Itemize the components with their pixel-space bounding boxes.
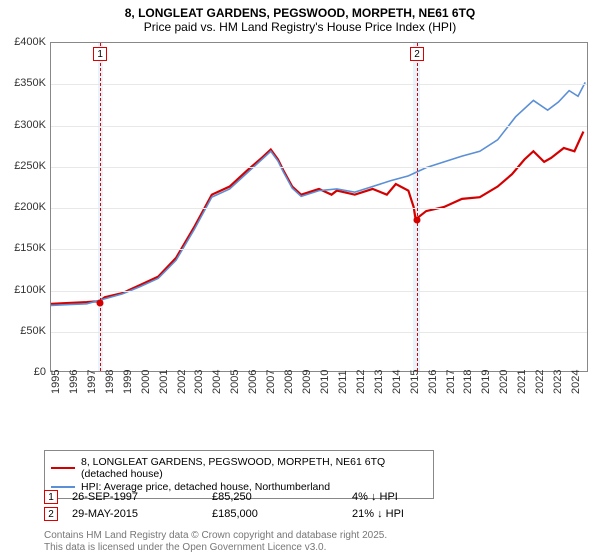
x-tick-label: 2024 [570,370,582,394]
sales-table: 1 26-SEP-1997£85,2504% ↓ HPI 2 29-MAY-2015£… [44,490,492,524]
sale-vline [417,43,418,371]
x-tick-label: 2003 [193,370,205,394]
y-tick-label: £150K [0,242,46,254]
x-tick-label: 2021 [516,370,528,394]
sale-price: £185,000 [212,508,352,520]
x-tick-label: 2019 [480,370,492,394]
sale-row-marker: 2 [44,507,58,521]
sale-row: 2 29-MAY-2015£185,00021% ↓ HPI [44,507,492,521]
x-tick-label: 2022 [534,370,546,394]
x-tick-label: 2011 [337,370,349,394]
footnote-line1: Contains HM Land Registry data © Crown c… [44,530,387,542]
x-tick-label: 2016 [427,370,439,394]
y-tick-label: £300K [0,119,46,131]
sale-price: £85,250 [212,491,352,503]
chart-title-line2: Price paid vs. HM Land Registry's House … [0,20,600,38]
y-tick-label: £0 [0,366,46,378]
sale-delta: 21% ↓ HPI [352,508,492,520]
y-tick-label: £350K [0,77,46,89]
x-tick-label: 2010 [319,370,331,394]
sale-delta: 4% ↓ HPI [352,491,492,503]
gridline [51,84,587,85]
x-tick-label: 2015 [409,370,421,394]
x-tick-label: 1995 [50,370,62,394]
legend-label: 8, LONGLEAT GARDENS, PEGSWOOD, MORPETH, … [81,456,427,480]
y-tick-label: £250K [0,160,46,172]
x-tick-label: 2002 [176,370,188,394]
x-tick-label: 1999 [122,370,134,394]
gridline [51,291,587,292]
y-tick-label: £50K [0,325,46,337]
x-tick-label: 2014 [391,370,403,394]
sale-date: 29-MAY-2015 [72,508,212,520]
sale-row-marker: 1 [44,490,58,504]
line-series-svg [51,43,587,371]
x-tick-label: 2004 [211,370,223,394]
x-tick-label: 2020 [498,370,510,394]
x-tick-label: 2000 [140,370,152,394]
legend-swatch [51,486,75,488]
y-tick-label: £200K [0,201,46,213]
x-tick-label: 2008 [283,370,295,394]
x-tick-label: 2009 [301,370,313,394]
x-tick-label: 1997 [86,370,98,394]
x-tick-label: 2006 [247,370,259,394]
x-tick-label: 2017 [445,370,457,394]
x-tick-label: 2023 [552,370,564,394]
legend-swatch [51,467,75,470]
gridline [51,126,587,127]
x-tick-label: 2007 [265,370,277,394]
sale-date: 26-SEP-1997 [72,491,212,503]
series-price_paid [51,132,583,304]
sale-row: 1 26-SEP-1997£85,2504% ↓ HPI [44,490,492,504]
x-tick-label: 2005 [229,370,241,394]
x-tick-label: 2012 [355,370,367,394]
footnote: Contains HM Land Registry data © Crown c… [44,530,387,554]
sale-point [97,299,104,306]
footnote-line2: This data is licensed under the Open Gov… [44,542,387,554]
x-tick-label: 2001 [158,370,170,394]
gridline [51,332,587,333]
legend-item: 8, LONGLEAT GARDENS, PEGSWOOD, MORPETH, … [51,456,427,480]
chart-title-line1: 8, LONGLEAT GARDENS, PEGSWOOD, MORPETH, … [0,0,600,20]
chart-container: 12 £0£50K£100K£150K£200K£250K£300K£350K£… [0,42,600,412]
x-tick-label: 2018 [462,370,474,394]
gridline [51,167,587,168]
series-hpi [51,82,585,305]
sale-point [414,217,421,224]
plot-area: 12 [50,42,588,372]
x-tick-label: 1996 [68,370,80,394]
gridline [51,208,587,209]
x-tick-label: 2013 [373,370,385,394]
y-tick-label: £400K [0,36,46,48]
y-tick-label: £100K [0,284,46,296]
sale-marker: 1 [93,47,107,61]
sale-vline [100,43,101,371]
gridline [51,249,587,250]
x-tick-label: 1998 [104,370,116,394]
sale-marker: 2 [410,47,424,61]
